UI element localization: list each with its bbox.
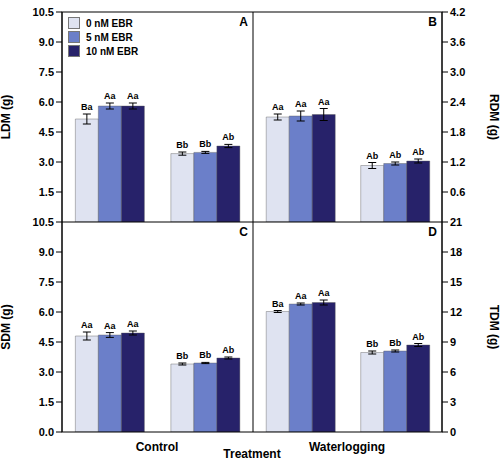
svg-text:4.5: 4.5 (39, 336, 54, 348)
svg-text:Ab: Ab (412, 332, 424, 342)
svg-text:A: A (239, 15, 248, 29)
svg-text:Bb: Bb (176, 351, 188, 361)
svg-text:2.4: 2.4 (450, 96, 466, 108)
svg-text:TDM (g): TDM (g) (487, 305, 492, 350)
svg-text:Ab: Ab (366, 151, 378, 161)
svg-text:3.0: 3.0 (39, 156, 54, 168)
svg-text:9.0: 9.0 (39, 246, 54, 258)
svg-text:0.6: 0.6 (450, 186, 465, 198)
svg-text:Ab: Ab (222, 345, 234, 355)
svg-text:0: 0 (450, 426, 456, 438)
svg-text:Aa: Aa (295, 99, 307, 109)
svg-text:Bb: Bb (199, 350, 211, 360)
html-text:0 nM EBR: 0 nM EBR (86, 17, 133, 29)
svg-text:Aa: Aa (104, 91, 116, 101)
svg-text:18: 18 (450, 246, 462, 258)
svg-text:D: D (428, 225, 437, 239)
svg-text:4.2: 4.2 (450, 6, 465, 18)
svg-text:Control: Control (136, 440, 179, 454)
svg-text:Bb: Bb (176, 140, 188, 150)
svg-text:4.5: 4.5 (39, 126, 54, 138)
svg-text:1.8: 1.8 (450, 126, 465, 138)
svg-text:6: 6 (450, 366, 456, 378)
svg-text:3.0: 3.0 (39, 366, 54, 378)
svg-text:Treatment: Treatment (223, 447, 280, 461)
html-text:10 nM EBR: 10 nM EBR (86, 45, 139, 57)
svg-text:9.0: 9.0 (39, 36, 54, 48)
svg-text:Waterlogging: Waterlogging (309, 440, 385, 454)
html-text:5 nM EBR: 5 nM EBR (86, 31, 133, 43)
svg-text:LDM (g): LDM (g) (8, 95, 13, 140)
svg-text:1.2: 1.2 (450, 156, 465, 168)
svg-text:1.5: 1.5 (39, 396, 54, 408)
svg-text:3: 3 (450, 396, 456, 408)
svg-text:Aa: Aa (127, 91, 139, 101)
svg-text:7.5: 7.5 (39, 66, 54, 78)
svg-text:Ab: Ab (389, 150, 401, 160)
svg-text:3.0: 3.0 (450, 66, 465, 78)
svg-text:6.0: 6.0 (39, 306, 54, 318)
svg-text:Ba: Ba (81, 102, 93, 112)
svg-text:Aa: Aa (104, 321, 116, 331)
svg-text:1.5: 1.5 (39, 186, 54, 198)
svg-text:10.5: 10.5 (33, 6, 54, 18)
svg-text:10.5: 10.5 (33, 216, 54, 228)
svg-text:C: C (239, 225, 248, 239)
svg-text:Aa: Aa (272, 102, 284, 112)
svg-text:Ba: Ba (272, 299, 284, 309)
svg-text:SDM (g): SDM (g) (8, 304, 13, 349)
svg-text:Ab: Ab (222, 132, 234, 142)
svg-text:Aa: Aa (295, 291, 307, 301)
svg-text:9: 9 (450, 336, 456, 348)
svg-text:Aa: Aa (318, 97, 330, 107)
svg-text:B: B (428, 15, 437, 29)
svg-text:Bb: Bb (389, 338, 401, 348)
svg-text:Aa: Aa (318, 288, 330, 298)
svg-text:12: 12 (450, 306, 462, 318)
svg-text:Aa: Aa (81, 320, 93, 330)
svg-text:0.0: 0.0 (39, 426, 54, 438)
svg-text:15: 15 (450, 276, 462, 288)
svg-text:Aa: Aa (127, 319, 139, 329)
svg-text:RDM (g): RDM (g) (487, 94, 492, 140)
svg-text:6.0: 6.0 (39, 96, 54, 108)
svg-text:Bb: Bb (199, 139, 211, 149)
svg-text:Bb: Bb (366, 339, 378, 349)
svg-text:3.6: 3.6 (450, 36, 465, 48)
svg-text:7.5: 7.5 (39, 276, 54, 288)
svg-text:Ab: Ab (412, 147, 424, 157)
svg-text:21: 21 (450, 216, 462, 228)
